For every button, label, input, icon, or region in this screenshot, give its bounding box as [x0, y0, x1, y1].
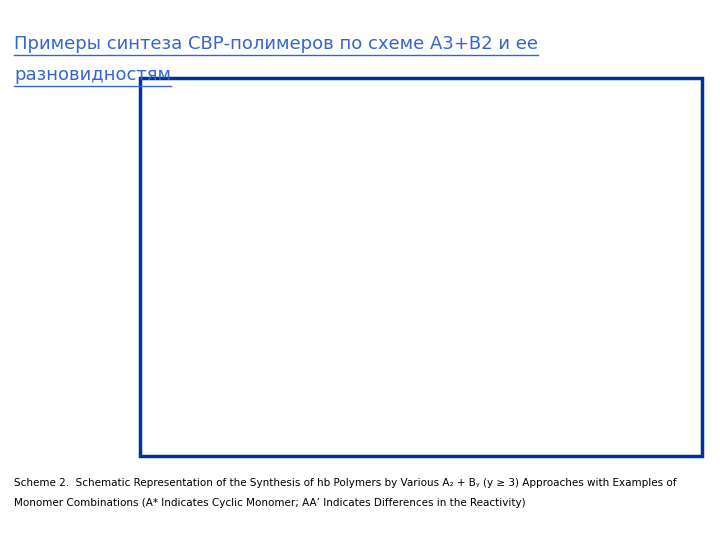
- Text: A: A: [467, 215, 474, 224]
- Text: O: O: [314, 121, 320, 130]
- Text: OH: OH: [606, 348, 618, 357]
- Text: B: B: [490, 219, 495, 227]
- Text: A₂: A₂: [558, 86, 570, 96]
- Text: HO: HO: [183, 171, 196, 179]
- Text: B: B: [352, 307, 358, 316]
- Text: Monomer Combinations (A* Indicates Cyclic Monomer; AA’ Indicates Differences in : Monomer Combinations (A* Indicates Cycli…: [14, 498, 526, 509]
- Text: AA': AA': [225, 233, 244, 244]
- Text: N-CH₂·CH₂-NH: N-CH₂·CH₂-NH: [570, 146, 618, 152]
- Text: NCO: NCO: [270, 285, 287, 294]
- Text: NCO: NCO: [264, 254, 282, 262]
- Text: A: A: [500, 244, 507, 253]
- Polygon shape: [300, 177, 543, 318]
- Text: разновидностям: разновидностям: [14, 66, 171, 84]
- Text: CB₂: CB₂: [186, 363, 206, 373]
- Text: B: B: [352, 274, 358, 283]
- Text: B: B: [485, 311, 490, 320]
- Text: A: A: [385, 237, 392, 246]
- Text: +: +: [212, 153, 223, 167]
- Text: O: O: [193, 121, 199, 130]
- Text: B: B: [528, 289, 534, 298]
- Text: O: O: [639, 230, 644, 239]
- Text: B: B: [441, 318, 446, 327]
- Text: OH: OH: [243, 185, 256, 194]
- Text: OH: OH: [220, 348, 233, 357]
- Text: A: A: [418, 307, 425, 316]
- Text: CB₂: CB₂: [571, 363, 591, 373]
- Text: B: B: [479, 241, 485, 249]
- Text: OH: OH: [243, 178, 256, 187]
- Text: B: B: [413, 244, 418, 253]
- Text: A: A: [418, 274, 425, 283]
- Text: B: B: [534, 219, 539, 227]
- Text: B: B: [424, 219, 430, 227]
- Text: B: B: [435, 252, 441, 261]
- Text: +: +: [526, 124, 537, 138]
- Text: A: A: [451, 233, 457, 242]
- Text: A₂: A₂: [261, 86, 273, 96]
- Text: OH: OH: [606, 333, 618, 342]
- Text: Scheme 2.  Schematic Representation of the Synthesis of hb Polymers by Various A: Scheme 2. Schematic Representation of th…: [14, 478, 677, 488]
- Text: B: B: [523, 263, 528, 272]
- Text: OH: OH: [220, 333, 233, 342]
- Text: CH₂: CH₂: [190, 297, 204, 306]
- Text: H-N: H-N: [473, 145, 487, 153]
- Text: B: B: [490, 255, 495, 265]
- Text: B: B: [380, 219, 386, 227]
- Text: B₃: B₃: [200, 200, 213, 210]
- Text: general representation: general representation: [362, 356, 480, 366]
- Text: B: B: [446, 259, 451, 268]
- Text: CH₃: CH₃: [152, 260, 166, 269]
- Text: A*: A*: [596, 271, 609, 280]
- Text: B: B: [347, 252, 353, 261]
- Text: B: B: [336, 270, 341, 279]
- Text: B: B: [501, 278, 507, 287]
- Text: B: B: [456, 200, 462, 209]
- Text: B: B: [402, 193, 408, 201]
- Text: B: B: [391, 292, 397, 301]
- Text: CH₂=CHCO₂CH₂CH₂CO₂CH=CH₂: CH₂=CHCO₂CH₂CH₂CO₂CH=CH₂: [465, 107, 575, 113]
- Text: O: O: [639, 259, 644, 268]
- Text: H-N: H-N: [158, 333, 174, 342]
- Text: B: B: [402, 259, 408, 268]
- Text: CH₃: CH₃: [152, 275, 166, 284]
- Text: B: B: [308, 252, 314, 261]
- Text: B: B: [429, 193, 435, 201]
- Text: B: B: [456, 292, 462, 301]
- Text: B: B: [369, 211, 374, 220]
- Text: B: B: [512, 230, 518, 239]
- Text: B: B: [396, 318, 402, 327]
- Text: B'B₂: B'B₂: [519, 171, 543, 181]
- Text: Примеры синтеза СВР-полимеров по схеме А3+В2 и ее: Примеры синтеза СВР-полимеров по схеме А…: [14, 35, 539, 53]
- Text: +: +: [207, 312, 218, 326]
- Text: O: O: [647, 244, 652, 253]
- Text: HO: HO: [171, 185, 184, 194]
- Text: +: +: [597, 305, 608, 319]
- Text: H-N: H-N: [543, 333, 559, 342]
- Text: of A₂ + B₃ hb polymer structure: of A₂ + B₃ hb polymer structure: [341, 371, 501, 380]
